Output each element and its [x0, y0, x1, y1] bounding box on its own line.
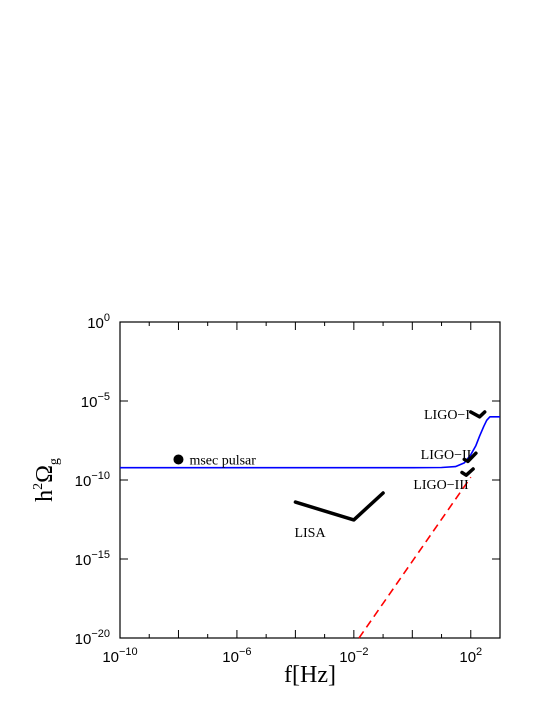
- ligo-ii-curve: [462, 451, 478, 464]
- y-tick-base: 10: [87, 315, 104, 332]
- y-axis-label: h2Ωg: [31, 458, 62, 502]
- lisa-label: LISA: [294, 526, 326, 541]
- dashed-series-line: [358, 476, 472, 639]
- lisa-curve: [293, 491, 385, 522]
- y-tick-exponent: −5: [97, 391, 110, 403]
- y-label-h: h: [32, 490, 58, 502]
- y-label-subscript: g: [47, 458, 62, 465]
- x-tick-label: 10−6: [222, 646, 251, 666]
- x-tick-base: 10: [102, 649, 119, 666]
- x-axis-ticks: 10−10 10−6 10−2 102: [102, 322, 501, 666]
- x-tick-exponent: −10: [119, 646, 138, 658]
- x-tick-label: 10−2: [339, 646, 368, 666]
- x-axis-label: f[Hz]: [284, 662, 336, 688]
- x-tick-base: 10: [222, 649, 239, 666]
- series-group: [120, 415, 500, 639]
- ligo-i-label: LIGO−I: [424, 408, 470, 423]
- x-tick-base: 10: [459, 649, 476, 666]
- y-label-omega: Ω: [32, 465, 58, 483]
- y-tick-exponent: −10: [91, 470, 110, 482]
- x-tick-exponent: −6: [239, 646, 252, 658]
- ligo-iii-label: LIGO−III: [413, 478, 469, 493]
- msec-pulsar-marker: [173, 454, 184, 465]
- x-tick-base: 10: [339, 649, 356, 666]
- x-tick-exponent: −2: [356, 646, 369, 658]
- solid-series-line: [120, 415, 500, 469]
- y-tick-label: 10−10: [75, 470, 110, 490]
- x-tick-label: 102: [459, 646, 482, 666]
- x-tick-exponent: 2: [476, 646, 482, 658]
- y-label-superscript: 2: [31, 483, 46, 490]
- y-tick-label: 100: [87, 312, 110, 332]
- msec-pulsar-label: msec pulsar: [189, 453, 256, 468]
- y-tick-label: 10−15: [75, 549, 110, 569]
- y-tick-exponent: −20: [91, 628, 110, 640]
- y-tick-base: 10: [75, 631, 92, 648]
- ligo-ii-label: LIGO−II: [421, 448, 472, 463]
- plot-area: 10−10 10−6 10−2 102 10010−510−1010−1510−20 …: [75, 312, 501, 666]
- ligo-iii-curve: [460, 467, 475, 477]
- y-tick-base: 10: [75, 552, 92, 569]
- annotations-group: msec pulsar LISA LIGO−I LIGO−II LIGO−III: [173, 408, 487, 541]
- y-tick-exponent: 0: [104, 312, 110, 324]
- y-tick-base: 10: [81, 394, 98, 411]
- y-tick-label: 10−20: [75, 628, 110, 648]
- y-tick-exponent: −15: [91, 549, 110, 561]
- y-tick-base: 10: [75, 473, 92, 490]
- x-tick-label: 10−10: [102, 646, 137, 666]
- y-tick-label: 10−5: [81, 391, 110, 411]
- ligo-i-curve: [469, 410, 487, 419]
